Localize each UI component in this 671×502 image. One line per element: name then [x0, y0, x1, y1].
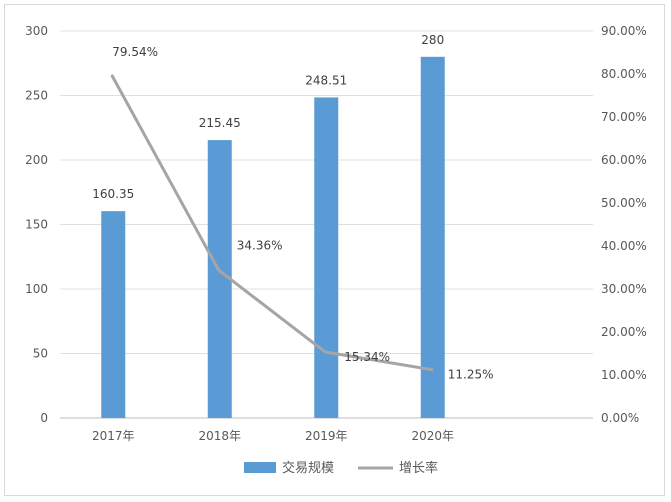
y-left-tick-label: 300 [25, 24, 48, 38]
y-left-tick-label: 100 [25, 282, 48, 296]
growth-rate-line [110, 74, 434, 372]
legend-label: 交易规模 [282, 460, 334, 476]
y-right-tick-label: 0.00% [601, 411, 639, 425]
x-tick-label: 2017年 [92, 429, 135, 443]
bar-data-label: 215.45 [199, 116, 241, 130]
line-data-label: 79.54% [112, 45, 158, 59]
bar-data-label: 248.51 [305, 73, 347, 87]
line-data-label: 11.25% [448, 368, 494, 382]
legend-label: 增长率 [399, 460, 438, 476]
line-data-label: 15.34% [344, 350, 390, 364]
y-left-tick-label: 250 [25, 89, 48, 103]
y-left-tick-label: 200 [25, 153, 48, 167]
y-right-tick-label: 90.00% [601, 24, 647, 38]
y-left-tick-label: 50 [33, 347, 48, 361]
line-data-label: 34.36% [237, 238, 283, 252]
y-right-tick-label: 70.00% [601, 110, 647, 124]
x-tick-label: 2020年 [411, 429, 454, 443]
y-right-tick-label: 20.00% [601, 325, 647, 339]
y-right-tick-label: 50.00% [601, 196, 647, 210]
y-right-tick-label: 30.00% [601, 282, 647, 296]
y-left-tick-label: 150 [25, 218, 48, 232]
y-left-tick-label: 0 [40, 411, 48, 425]
x-tick-label: 2019年 [305, 429, 348, 443]
y-right-tick-label: 10.00% [601, 368, 647, 382]
bar-data-label: 160.35 [92, 187, 134, 201]
legend-swatch-bars [244, 462, 276, 473]
y-right-tick-label: 40.00% [601, 239, 647, 253]
bar [101, 211, 126, 418]
bar [314, 97, 339, 419]
y-right-tick-label: 60.00% [601, 153, 647, 167]
x-tick-label: 2018年 [198, 429, 241, 443]
y-right-tick-label: 80.00% [601, 67, 647, 81]
bar-data-label: 280 [421, 33, 444, 47]
bar [420, 56, 445, 419]
